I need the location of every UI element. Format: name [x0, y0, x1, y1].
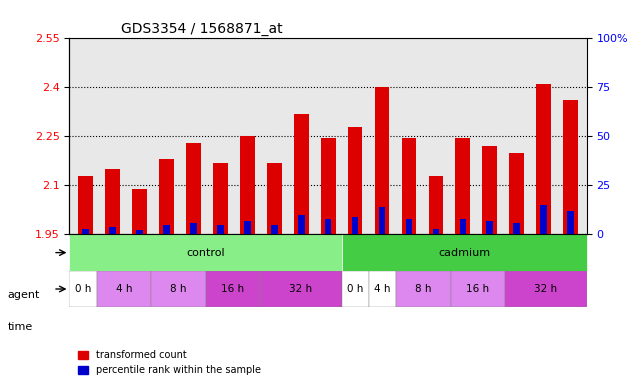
Bar — [459, 219, 466, 234]
Bar — [217, 225, 223, 234]
Text: cadmium: cadmium — [438, 248, 490, 258]
Bar — [69, 234, 342, 271]
Bar — [240, 136, 255, 234]
Bar — [109, 227, 116, 234]
Text: 32 h: 32 h — [290, 284, 312, 294]
Bar — [163, 225, 170, 234]
Text: agent: agent — [8, 290, 40, 300]
Bar — [456, 138, 470, 234]
Text: 8 h: 8 h — [170, 284, 187, 294]
Bar — [78, 175, 93, 234]
Bar — [540, 205, 547, 234]
Bar — [159, 159, 174, 234]
Bar — [294, 114, 309, 234]
Bar — [298, 215, 305, 234]
Bar — [97, 271, 151, 307]
Bar — [190, 223, 197, 234]
Bar — [271, 225, 278, 234]
Bar — [406, 219, 412, 234]
Bar — [348, 127, 362, 234]
Bar — [82, 228, 89, 234]
Bar — [514, 223, 520, 234]
Bar — [451, 271, 505, 307]
Legend: transformed count, percentile rank within the sample: transformed count, percentile rank withi… — [74, 346, 264, 379]
Bar — [151, 271, 206, 307]
Bar — [487, 221, 493, 234]
Text: control: control — [186, 248, 225, 258]
Text: 8 h: 8 h — [415, 284, 432, 294]
Bar — [536, 84, 551, 234]
Bar — [379, 207, 386, 234]
Bar — [321, 138, 336, 234]
Bar — [567, 211, 574, 234]
Bar — [375, 88, 389, 234]
Bar — [342, 271, 369, 307]
Text: 4 h: 4 h — [115, 284, 132, 294]
Text: 32 h: 32 h — [534, 284, 558, 294]
Bar — [396, 271, 451, 307]
Bar — [505, 271, 587, 307]
Bar — [325, 219, 331, 234]
Bar — [69, 271, 97, 307]
Text: 16 h: 16 h — [466, 284, 490, 294]
Text: time: time — [8, 322, 33, 332]
Bar — [186, 143, 201, 234]
Bar — [342, 234, 587, 271]
Bar — [132, 189, 147, 234]
Bar — [105, 169, 120, 234]
Text: 0 h: 0 h — [347, 284, 363, 294]
Bar — [351, 217, 358, 234]
Bar — [136, 230, 143, 234]
Bar — [206, 271, 260, 307]
Bar — [267, 162, 281, 234]
Bar — [509, 153, 524, 234]
Bar — [428, 175, 444, 234]
Text: 0 h: 0 h — [75, 284, 91, 294]
Bar — [401, 138, 416, 234]
Bar — [213, 162, 228, 234]
Bar — [369, 271, 396, 307]
Bar — [563, 101, 578, 234]
Bar — [433, 228, 439, 234]
Bar — [260, 271, 342, 307]
Text: 16 h: 16 h — [221, 284, 244, 294]
Bar — [483, 146, 497, 234]
Bar — [244, 221, 251, 234]
Text: 4 h: 4 h — [374, 284, 391, 294]
Text: GDS3354 / 1568871_at: GDS3354 / 1568871_at — [121, 22, 283, 36]
